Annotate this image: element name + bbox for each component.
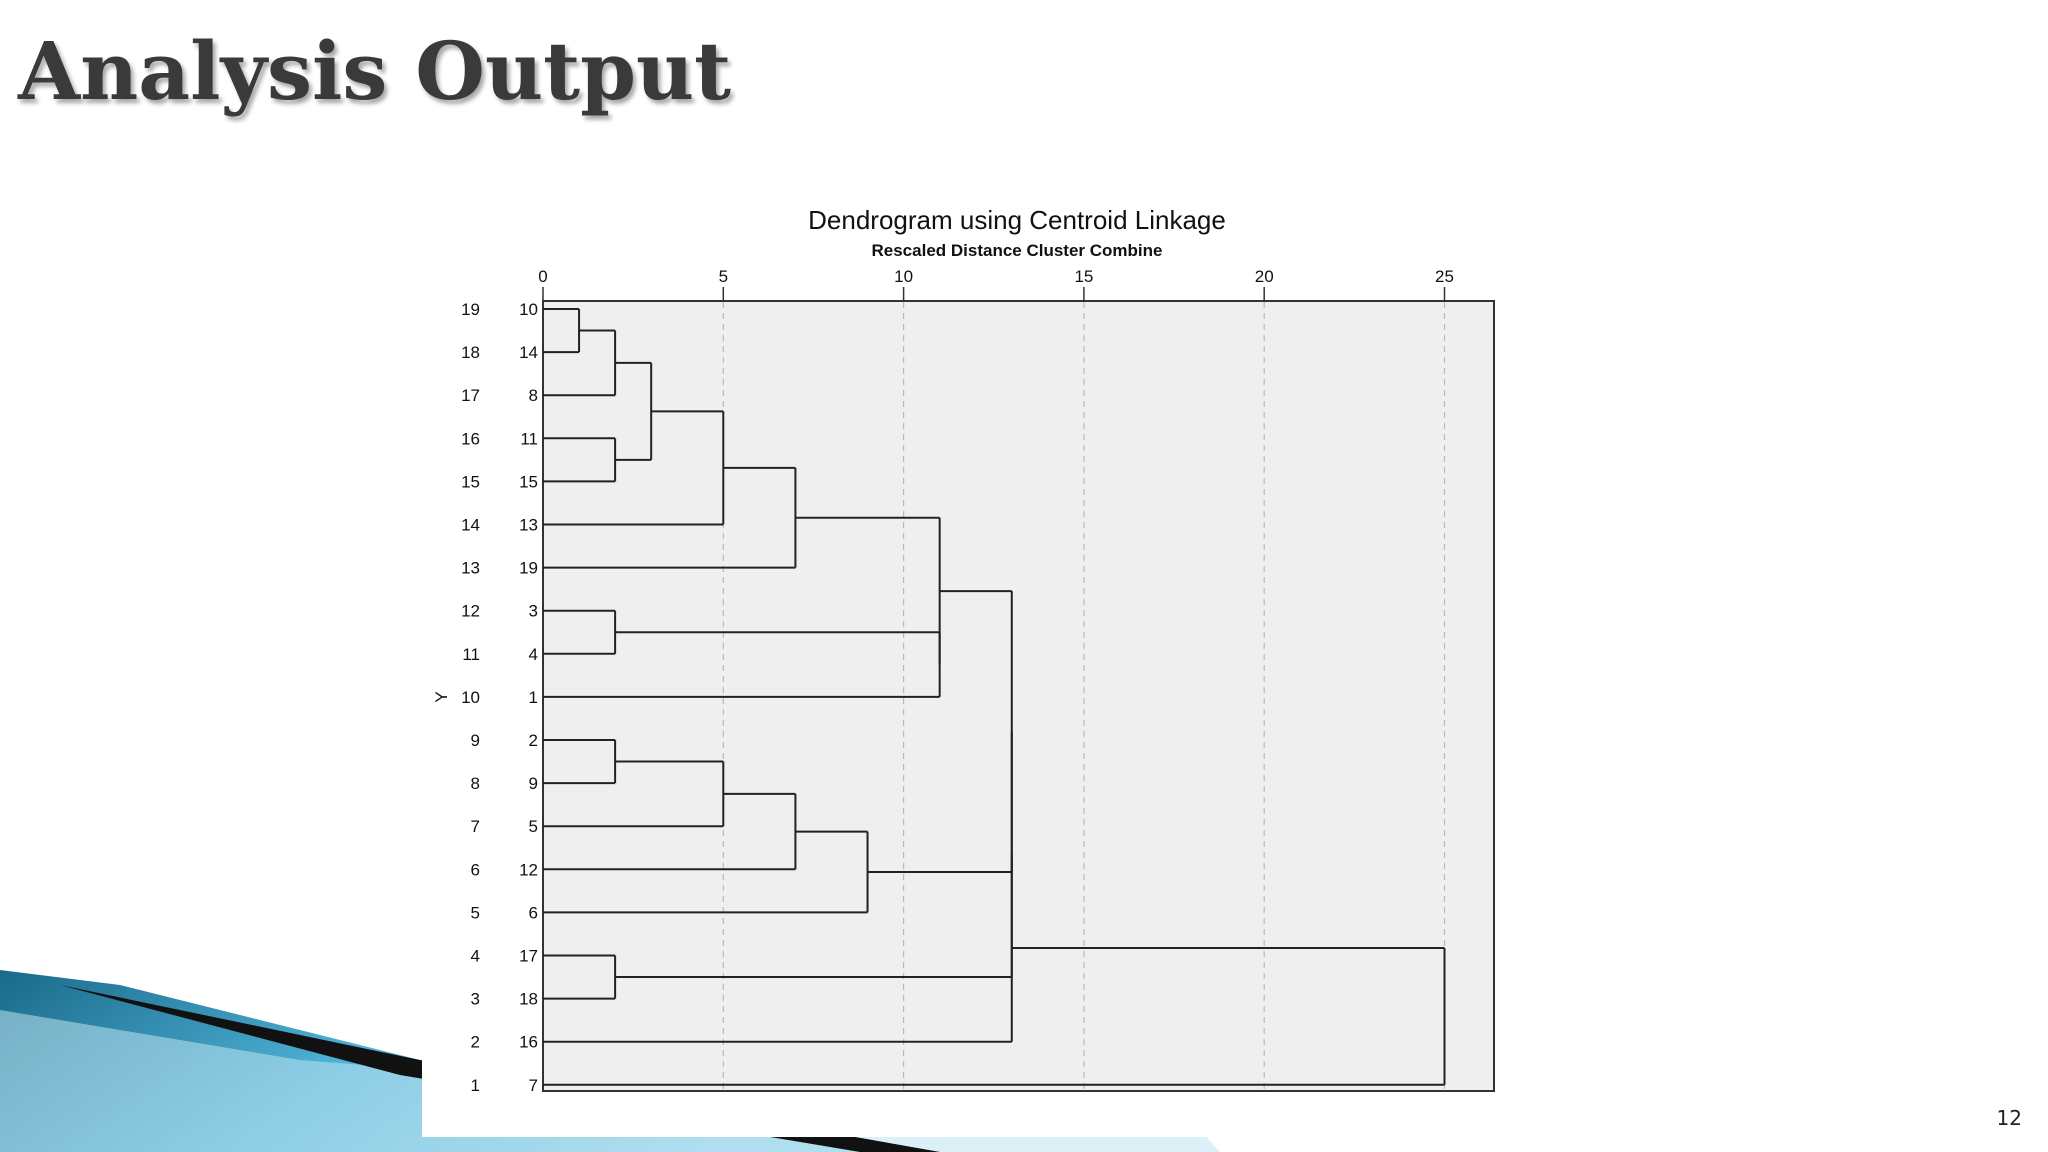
leaf-label: 15 [519,472,538,491]
x-tick-label: 0 [538,267,547,286]
leaf-label: 19 [519,559,538,578]
row-number-label: 7 [471,817,480,836]
leaf-label: 5 [529,817,538,836]
x-tick-label: 20 [1255,267,1274,286]
row-number-label: 2 [471,1033,480,1052]
row-number-label: 14 [461,516,480,535]
x-tick-label: 5 [719,267,728,286]
slide-title: Analysis Output [18,24,732,118]
row-number-label: 15 [461,472,480,491]
leaf-label: 11 [520,429,538,448]
row-number-label: 17 [461,386,480,405]
y-axis-label: Y [432,691,451,702]
row-number-label: 1 [471,1076,480,1095]
leaf-label: 14 [519,343,538,362]
leaf-label: 18 [519,990,538,1009]
leaf-label: 4 [529,645,538,664]
row-number-label: 3 [471,990,480,1009]
row-number-label: 19 [461,300,480,319]
row-number-label: 16 [461,429,480,448]
leaf-label: 13 [519,516,538,535]
row-number-label: 4 [471,947,480,966]
leaf-label: 2 [529,731,538,750]
leaf-label: 6 [529,903,538,922]
row-number-label: 13 [461,559,480,578]
row-number-label: 8 [471,774,480,793]
leaf-label: 8 [529,386,538,405]
row-number-label: 10 [461,688,480,707]
chart-title: Dendrogram using Centroid Linkage [808,205,1226,235]
row-number-label: 18 [461,343,480,362]
row-number-label: 11 [462,645,480,664]
page-number: 12 [1996,1106,2022,1130]
chart-subtitle: Rescaled Distance Cluster Combine [872,241,1163,260]
leaf-label: 3 [529,602,538,621]
leaf-label: 12 [519,860,538,879]
leaf-label: 10 [519,300,538,319]
x-tick-label: 10 [894,267,913,286]
x-tick-label: 15 [1074,267,1093,286]
leaf-label: 1 [529,688,538,707]
row-number-label: 9 [471,731,480,750]
leaf-label: 9 [529,774,538,793]
row-number-label: 6 [471,860,480,879]
leaf-label: 17 [519,947,538,966]
leaf-label: 16 [519,1033,538,1052]
row-number-label: 12 [461,602,480,621]
row-number-label: 5 [471,903,480,922]
leaf-label: 7 [529,1076,538,1095]
x-tick-label: 25 [1435,267,1454,286]
